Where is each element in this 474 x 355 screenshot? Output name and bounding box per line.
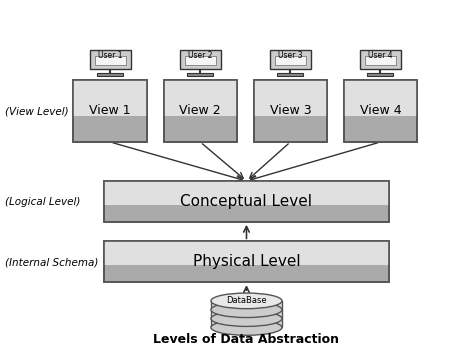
Text: View 3: View 3 <box>270 104 311 118</box>
Bar <box>211 301 282 327</box>
Text: User 4: User 4 <box>368 50 392 60</box>
Ellipse shape <box>211 293 282 308</box>
Text: View 2: View 2 <box>180 104 221 118</box>
FancyBboxPatch shape <box>184 56 216 65</box>
FancyBboxPatch shape <box>270 50 311 69</box>
FancyBboxPatch shape <box>73 80 147 116</box>
Text: User 3: User 3 <box>278 50 302 60</box>
FancyBboxPatch shape <box>274 56 306 65</box>
Text: Conceptual Level: Conceptual Level <box>181 194 312 209</box>
Text: View 4: View 4 <box>360 104 401 118</box>
FancyBboxPatch shape <box>344 80 417 142</box>
Text: (View Level): (View Level) <box>5 107 68 117</box>
FancyBboxPatch shape <box>367 73 393 76</box>
FancyBboxPatch shape <box>365 56 396 65</box>
FancyBboxPatch shape <box>94 56 126 65</box>
FancyBboxPatch shape <box>104 181 389 222</box>
Ellipse shape <box>211 302 282 317</box>
Ellipse shape <box>211 320 282 335</box>
FancyBboxPatch shape <box>104 181 389 205</box>
Text: Levels of Data Abstraction: Levels of Data Abstraction <box>154 333 339 346</box>
FancyBboxPatch shape <box>104 241 389 265</box>
FancyBboxPatch shape <box>73 80 147 142</box>
Ellipse shape <box>211 311 282 327</box>
FancyBboxPatch shape <box>180 50 220 69</box>
FancyBboxPatch shape <box>254 80 327 142</box>
FancyBboxPatch shape <box>104 241 389 282</box>
Text: (Logical Level): (Logical Level) <box>5 197 80 207</box>
Text: (Internal Schema): (Internal Schema) <box>5 258 98 268</box>
Text: Physical Level: Physical Level <box>192 254 301 269</box>
FancyBboxPatch shape <box>360 50 401 69</box>
FancyBboxPatch shape <box>164 80 237 116</box>
FancyBboxPatch shape <box>164 80 237 142</box>
FancyBboxPatch shape <box>97 73 123 76</box>
FancyBboxPatch shape <box>277 73 303 76</box>
Text: User 1: User 1 <box>98 50 122 60</box>
Text: User 2: User 2 <box>188 50 212 60</box>
Text: DataBase: DataBase <box>226 296 267 305</box>
FancyBboxPatch shape <box>344 80 417 116</box>
FancyBboxPatch shape <box>187 73 213 76</box>
Text: View 1: View 1 <box>90 104 131 118</box>
FancyBboxPatch shape <box>254 80 327 116</box>
FancyBboxPatch shape <box>90 50 130 69</box>
